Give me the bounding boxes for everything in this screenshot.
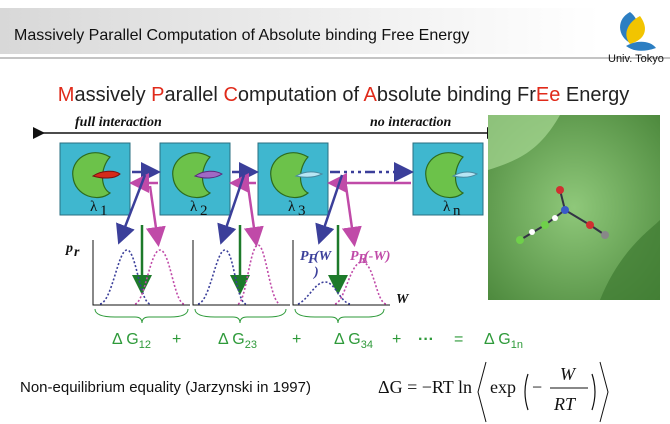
title-part: assively: [74, 84, 151, 106]
sum-op: +: [292, 331, 301, 348]
state-index: n: [453, 203, 461, 219]
forward-sub: F: [307, 252, 318, 267]
angle-left: [477, 361, 487, 423]
reverse-arg: (-W): [364, 249, 390, 264]
protein-image: [488, 115, 660, 300]
reverse-label: P R (-W): [350, 249, 390, 267]
state-box: [412, 142, 484, 216]
title-part: M: [58, 84, 75, 106]
reverse-symbol: P: [350, 249, 359, 264]
state-symbol: λ: [443, 199, 451, 215]
left-label: full interaction: [75, 115, 162, 130]
sum-line: Δ G12 + Δ G23 + Δ G34 + ··· = Δ G1n: [0, 331, 536, 352]
state-index: 1: [100, 203, 108, 219]
paren-left: [524, 373, 529, 411]
sum-term: Δ G: [484, 331, 511, 348]
header-bar: [0, 8, 600, 54]
state-box: [59, 142, 131, 216]
forward-label: P F (W ): [300, 249, 333, 280]
transition-arrows: [129, 162, 414, 193]
sum-op: +: [392, 331, 401, 348]
sampling-arrows: [116, 174, 362, 295]
sum-sub: 1n: [511, 339, 523, 351]
right-label: no interaction: [370, 115, 452, 130]
title-part: arallel: [165, 84, 224, 106]
logo: [620, 12, 656, 51]
equation-func: exp: [490, 377, 516, 397]
equation-lhs: ΔG = −RT ln: [378, 377, 472, 397]
title-part: Energy: [560, 84, 629, 106]
state-index: 3: [298, 203, 306, 219]
forward-close: ): [312, 265, 319, 280]
sum-sub: 23: [245, 339, 257, 351]
sum-op: ···: [418, 331, 434, 348]
sum-term: Δ G: [112, 331, 139, 348]
y-sub: r: [74, 245, 80, 260]
sum-term: Δ G: [334, 331, 361, 348]
equation-minus: −: [532, 377, 542, 397]
equation-denominator: RT: [553, 394, 577, 414]
state-box: [159, 142, 231, 216]
sum-op: =: [454, 331, 463, 348]
sum-op: +: [172, 331, 181, 348]
state-symbol: λ: [288, 199, 296, 215]
reverse-sub: R: [357, 252, 367, 267]
header-title: Massively Parallel Computation of Absolu…: [14, 27, 469, 44]
title-part: A: [364, 84, 378, 106]
slide-title: Massively Parallel Computation of Absolu…: [30, 84, 646, 106]
title-part: P: [151, 84, 164, 106]
equality-caption: Non-equilibrium equality (Jarzynski in 1…: [20, 379, 311, 396]
x-label: W: [396, 292, 410, 307]
title-part: omputation of: [238, 84, 364, 106]
angle-right: [599, 361, 609, 423]
sum-sub: 34: [361, 339, 373, 351]
paren-right: [591, 373, 596, 411]
state-box: [257, 142, 329, 216]
distribution-plots: [92, 240, 390, 324]
forward-symbol: P: [300, 249, 309, 264]
state-index: 2: [200, 203, 208, 219]
logo-text: Univ. Tokyo: [608, 53, 664, 65]
title-part: bsolute binding Fr: [377, 84, 536, 106]
forward-arg: (W: [314, 249, 333, 264]
y-label: p: [65, 241, 73, 256]
sum-sub: 12: [139, 339, 151, 351]
state-symbol: λ: [190, 199, 198, 215]
title-part: Ee: [536, 84, 560, 106]
state-symbol: λ: [90, 199, 98, 215]
title-part: C: [223, 84, 237, 106]
equation-numerator: W: [560, 364, 577, 384]
sum-term: Δ G: [218, 331, 245, 348]
